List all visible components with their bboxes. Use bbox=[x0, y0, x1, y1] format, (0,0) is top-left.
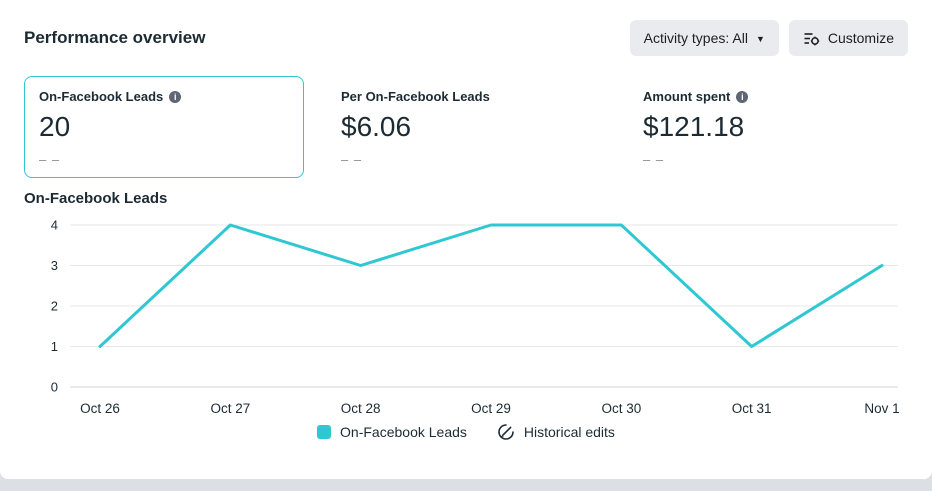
header-actions: Activity types: All ▼ Cust bbox=[629, 20, 908, 56]
chart-title: On-Facebook Leads bbox=[24, 190, 168, 207]
chevron-down-icon: ▼ bbox=[755, 33, 765, 44]
metric-label: On-Facebook Leads bbox=[39, 89, 164, 104]
x-tick-label: Oct 30 bbox=[601, 401, 641, 416]
x-tick-label: Oct 26 bbox=[80, 401, 120, 416]
x-tick-label: Oct 29 bbox=[471, 401, 511, 416]
metric-value: $6.06 bbox=[341, 111, 412, 142]
metric-delta: – – bbox=[341, 152, 363, 167]
y-tick-label: 2 bbox=[51, 299, 58, 314]
activity-types-button[interactable]: Activity types: All ▼ bbox=[629, 20, 779, 56]
metric-label-row: On-Facebook Leads i bbox=[39, 89, 289, 104]
metric-value: 20 bbox=[39, 111, 71, 142]
metric-delta: – – bbox=[643, 152, 665, 167]
metric-card-on-facebook-leads[interactable]: On-Facebook Leads i 20 – – bbox=[24, 76, 304, 178]
metric-delta: – – bbox=[39, 152, 61, 167]
metric-label-row: Per On-Facebook Leads bbox=[341, 89, 591, 104]
metric-value: $121.18 bbox=[643, 111, 745, 142]
metric-card-amount-spent[interactable]: Amount spent i $121.18 – – bbox=[628, 76, 908, 178]
activity-types-label: Activity types: All bbox=[643, 30, 748, 46]
customize-icon bbox=[803, 30, 820, 47]
x-tick-label: Oct 27 bbox=[210, 401, 250, 416]
legend-item-historical-edits: Historical edits bbox=[497, 423, 615, 441]
y-tick-label: 0 bbox=[51, 380, 58, 395]
y-tick-label: 1 bbox=[51, 339, 58, 354]
metric-label-row: Amount spent i bbox=[643, 89, 893, 104]
legend-swatch-icon bbox=[317, 425, 332, 439]
header-row: Performance overview Activity types: All… bbox=[24, 20, 908, 56]
series-line-on-facebook-leads bbox=[98, 223, 884, 348]
y-tick-label: 4 bbox=[51, 218, 58, 233]
metric-cards: On-Facebook Leads i 20 – – Per On-Facebo… bbox=[24, 76, 908, 178]
legend-item-on-facebook-leads: On-Facebook Leads bbox=[317, 424, 467, 440]
customize-label: Customize bbox=[827, 30, 894, 46]
historical-edits-icon bbox=[497, 423, 515, 441]
x-tick-label: Oct 28 bbox=[341, 401, 381, 416]
metric-label: Amount spent bbox=[643, 89, 731, 104]
leads-line-chart: 0 1 2 3 4 Oct 26 Oct 27 Oct 28 Oct 29 Oct 30 Oct 3… bbox=[51, 218, 900, 417]
legend-label: On-Facebook Leads bbox=[340, 424, 467, 440]
x-tick-label: Nov 1 bbox=[864, 401, 899, 416]
info-icon[interactable]: i bbox=[169, 90, 182, 103]
metric-label: Per On-Facebook Leads bbox=[341, 89, 490, 104]
legend-label: Historical edits bbox=[523, 424, 615, 440]
info-icon[interactable]: i bbox=[736, 90, 749, 103]
page-title: Performance overview bbox=[24, 28, 206, 47]
performance-overview-panel: Performance overview Activity types: All… bbox=[0, 0, 932, 479]
y-tick-label: 3 bbox=[51, 258, 58, 273]
metric-card-per-on-facebook-leads[interactable]: Per On-Facebook Leads $6.06 – – bbox=[326, 76, 606, 178]
x-tick-label: Oct 31 bbox=[732, 401, 772, 416]
chart-legend: On-Facebook Leads Historical edits bbox=[24, 423, 908, 441]
customize-button[interactable]: Customize bbox=[788, 20, 908, 56]
